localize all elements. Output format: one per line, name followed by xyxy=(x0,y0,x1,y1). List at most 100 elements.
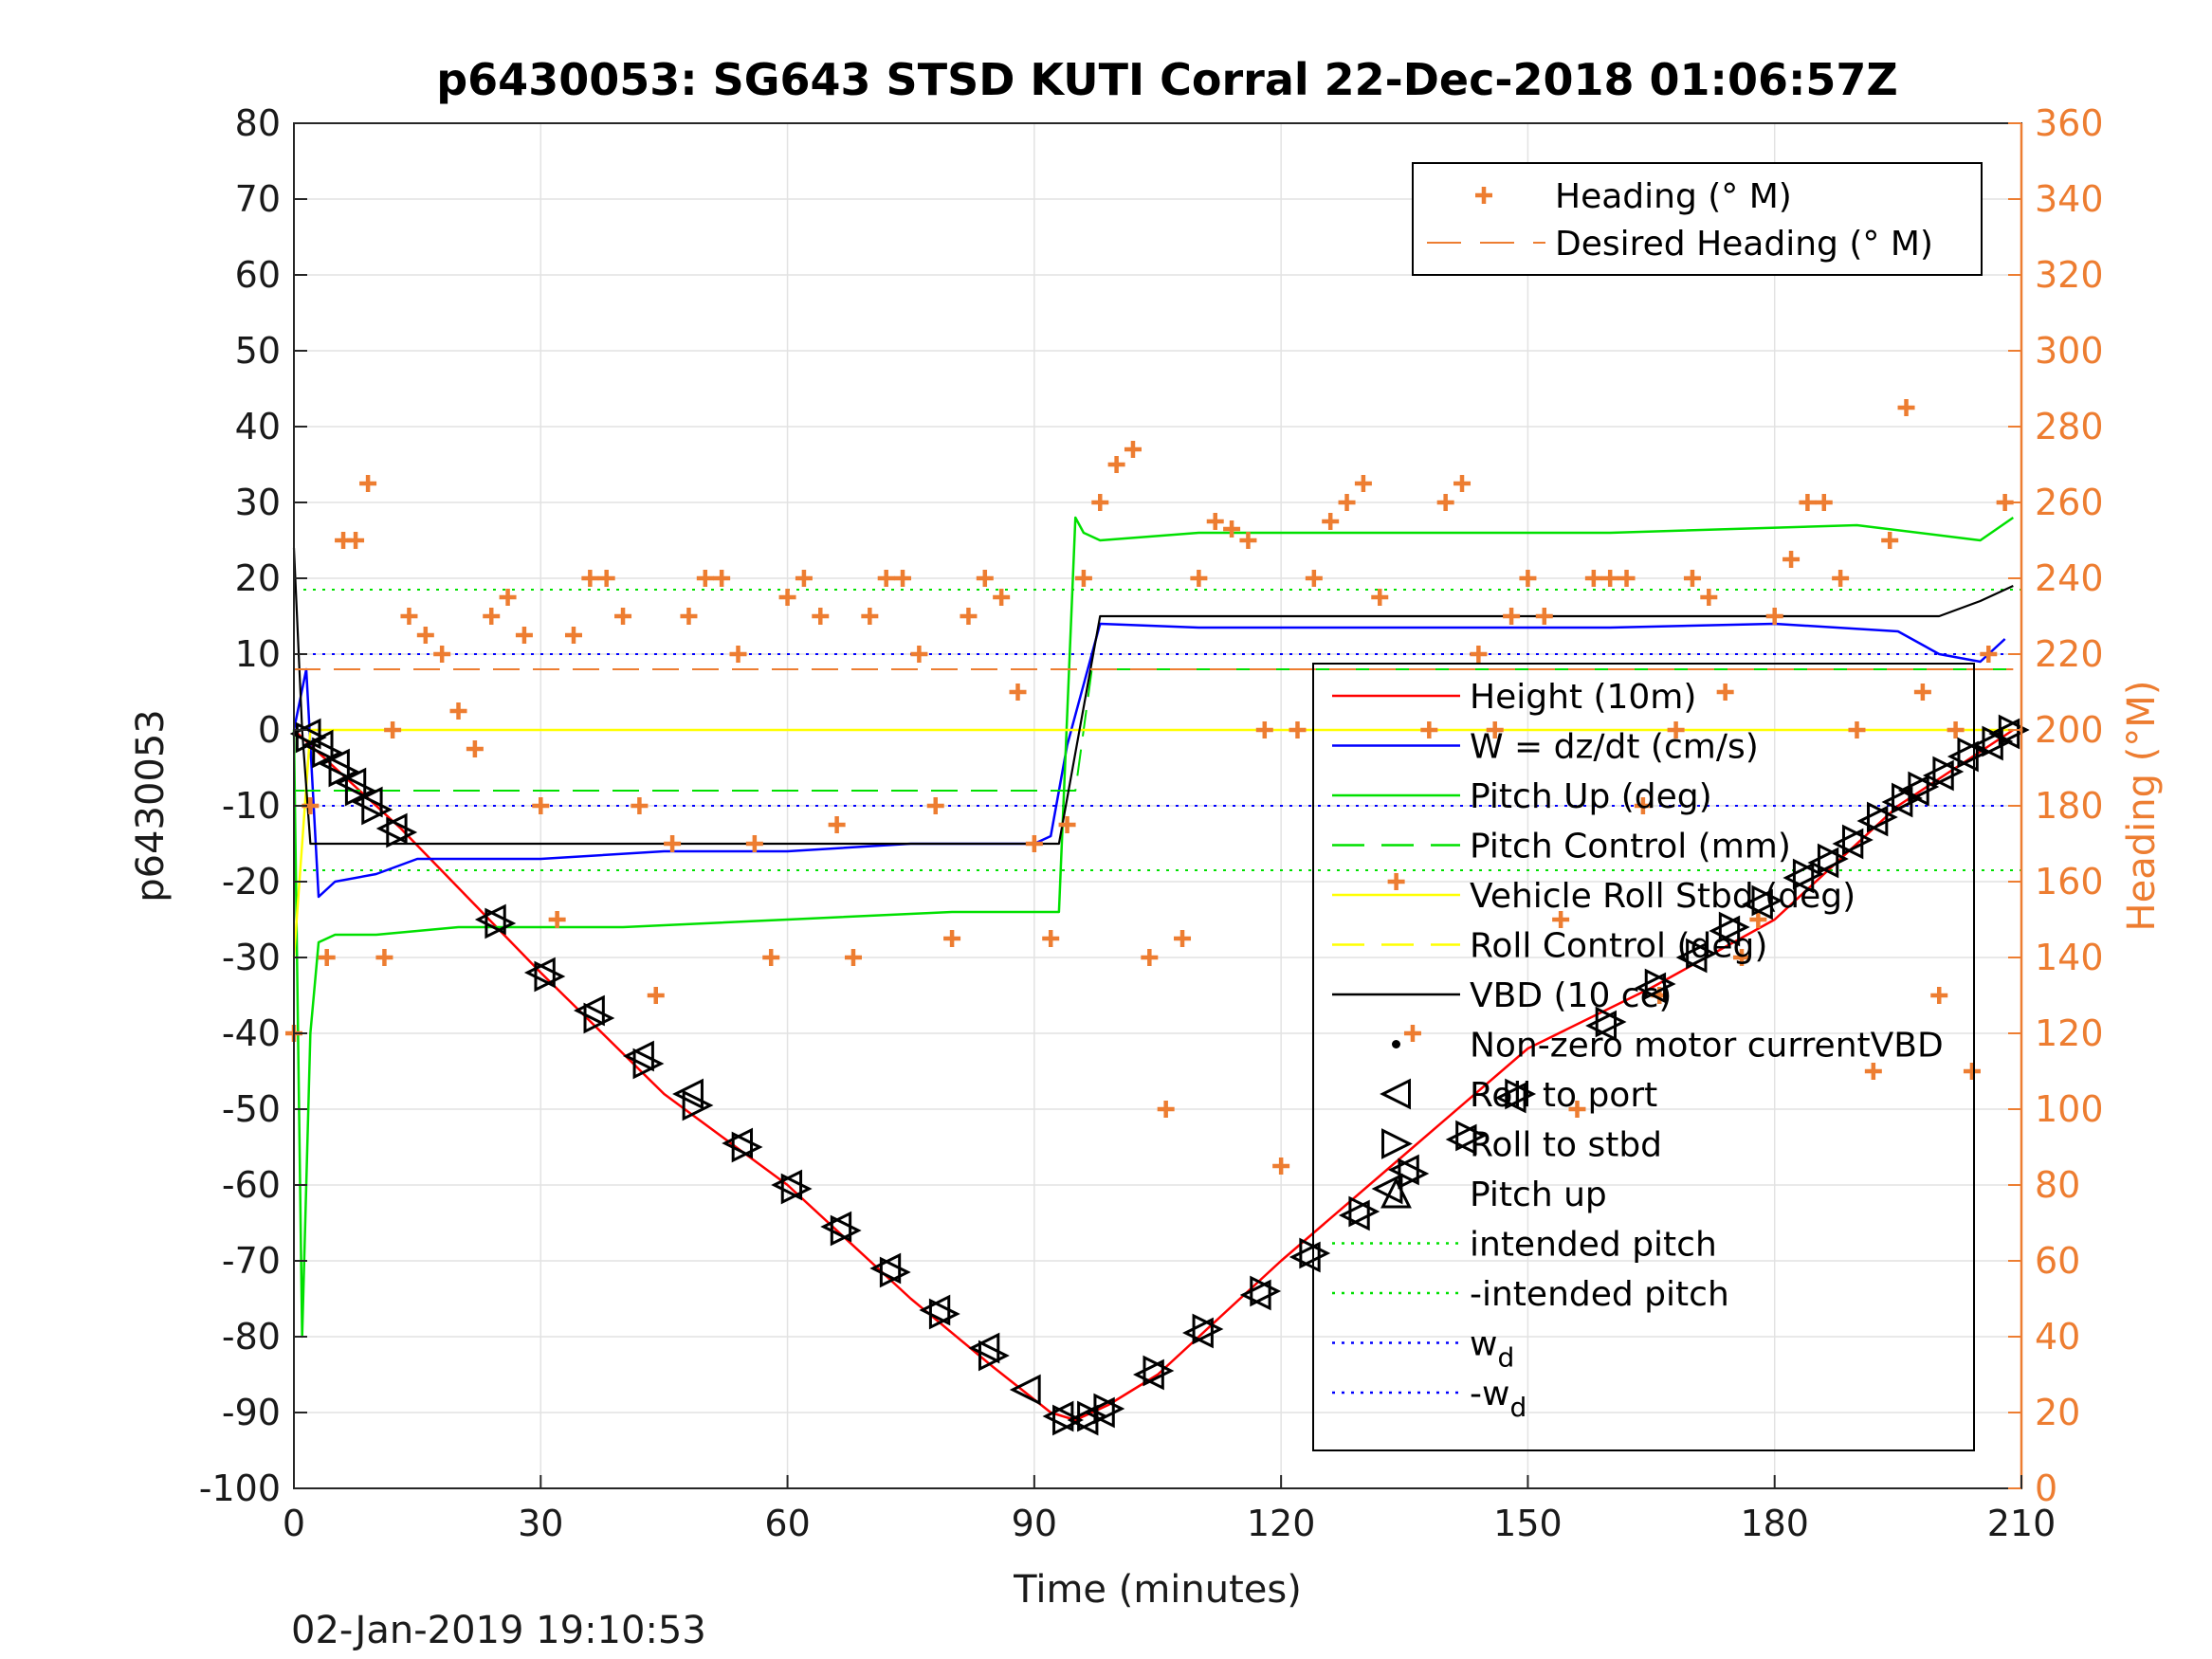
heading-point xyxy=(1930,987,1948,1004)
right-tick-label: 0 xyxy=(2035,1468,2057,1509)
heading-point xyxy=(1042,930,1060,947)
left-tick-label: 20 xyxy=(235,557,281,599)
roll-to-stbd-marker xyxy=(1077,1400,1108,1432)
heading-point xyxy=(1223,520,1241,538)
left-axis-ticks: 80 70 60 50 40 30 20 10 0 -10 -20 -30 -40 -50 -60 -70 -8… xyxy=(199,102,307,1509)
heading-point xyxy=(943,930,961,947)
heading-point xyxy=(729,646,747,663)
left-tick-label: -20 xyxy=(222,861,281,902)
roll-to-stbd-marker xyxy=(1932,756,1965,788)
heading-point xyxy=(1272,1158,1290,1175)
roll-to-stbd-marker xyxy=(1348,1195,1380,1228)
heading-point xyxy=(515,627,533,644)
heading-point xyxy=(1733,949,1751,966)
x-tick-label: 90 xyxy=(1012,1503,1057,1544)
heading-point xyxy=(877,570,895,587)
heading-point xyxy=(828,816,846,833)
heading-point xyxy=(548,911,566,928)
legend-label: Roll to stbd xyxy=(1470,1126,1662,1165)
heading-point xyxy=(1124,441,1142,458)
legend-label: Pitch Up (deg) xyxy=(1470,777,1712,816)
legend-label-text: intended pitch xyxy=(1470,1226,1717,1265)
roll-to-stbd-marker xyxy=(1792,858,1824,890)
legend-label-text: w xyxy=(1470,1325,1497,1364)
right-tick-label: 60 xyxy=(2035,1240,2080,1282)
roll-to-port-marker xyxy=(319,748,350,780)
right-tick-label: 120 xyxy=(2035,1012,2104,1054)
heading-point xyxy=(993,589,1011,606)
roll-to-stbd-marker xyxy=(1595,1006,1627,1038)
roll-to-stbd-marker xyxy=(1982,725,2014,757)
heading-point xyxy=(1683,570,1701,587)
left-tick-label: -30 xyxy=(222,937,281,978)
heading-point xyxy=(1667,721,1685,738)
legend-label: Roll to port xyxy=(1470,1076,1657,1115)
heading-point xyxy=(1947,721,1965,738)
heading-point xyxy=(318,949,336,966)
heading-point xyxy=(1453,475,1472,492)
heading-point xyxy=(359,475,377,492)
roll-to-stbd-marker xyxy=(1192,1313,1224,1345)
heading-point xyxy=(1091,494,1109,511)
roll-to-stbd-marker xyxy=(1718,911,1750,943)
roll-to-stbd-marker xyxy=(1841,824,1874,856)
roll-to-stbd-marker xyxy=(1867,801,1898,833)
heading-point xyxy=(483,608,501,625)
heading-point xyxy=(647,987,665,1004)
heading-point xyxy=(532,797,550,814)
roll-to-stbd-marker xyxy=(1250,1275,1282,1307)
roll-to-stbd-marker xyxy=(1143,1355,1175,1387)
x-tick-label: 60 xyxy=(764,1503,810,1544)
roll-to-stbd-marker xyxy=(830,1214,862,1247)
right-tick-label: 360 xyxy=(2035,102,2104,144)
left-tick-label: -80 xyxy=(222,1316,281,1358)
legend-label: Roll Control (deg) xyxy=(1470,927,1767,966)
heading-point xyxy=(1025,835,1043,852)
heading-point xyxy=(1980,646,1998,663)
roll-to-port-marker xyxy=(289,718,321,750)
left-tick-label: -90 xyxy=(222,1392,281,1433)
legend-label-text: Vehicle Roll Stbd (deg) xyxy=(1470,877,1856,916)
legend-label-text: Non-zero motor currentVBD xyxy=(1470,1027,1944,1066)
left-tick-label: 30 xyxy=(235,482,281,523)
legend-label: Pitch Control (mm) xyxy=(1470,828,1791,866)
right-tick-label: 40 xyxy=(2035,1316,2080,1358)
heading-point xyxy=(713,570,731,587)
legend-symbol xyxy=(1380,1176,1412,1209)
right-axis-ticks: 3603403203002802602402202001801601401201… xyxy=(2008,102,2104,1509)
heading-point xyxy=(1174,930,1192,947)
timestamp-footer: 02-Jan-2019 19:10:53 xyxy=(291,1609,706,1652)
heading-point xyxy=(1190,570,1208,587)
heading-point xyxy=(1354,475,1372,492)
roll-to-stbd-marker xyxy=(295,721,327,754)
heading-point xyxy=(564,627,582,644)
left-tick-label: -60 xyxy=(222,1164,281,1206)
roll-to-stbd-marker xyxy=(780,1173,813,1205)
heading-point xyxy=(1239,532,1257,549)
heading-point xyxy=(812,608,830,625)
right-tick-label: 200 xyxy=(2035,709,2104,751)
heading-point xyxy=(1403,1025,1421,1042)
roll-to-stbd-marker xyxy=(1455,1120,1488,1152)
roll-markers xyxy=(289,714,2030,1436)
x-tick-label: 180 xyxy=(1740,1503,1809,1544)
legend-label: VBD (10 cc) xyxy=(1470,976,1672,1015)
left-tick-label: 80 xyxy=(235,102,281,144)
heading-point xyxy=(1799,494,1817,511)
legend-label-text: Roll to stbd xyxy=(1470,1126,1662,1165)
heading-point xyxy=(1601,570,1619,587)
legend-label: Non-zero motor currentVBD xyxy=(1470,1027,1944,1066)
left-tick-label: 70 xyxy=(235,178,281,220)
roll-to-stbd-marker xyxy=(682,1089,714,1121)
legend-heading-box xyxy=(1412,162,1983,276)
roll-to-stbd-marker xyxy=(1644,968,1676,1000)
left-tick-label: -50 xyxy=(222,1088,281,1130)
heading-point xyxy=(1322,513,1340,530)
heading-point xyxy=(1716,684,1734,701)
legend-label-text: Roll to port xyxy=(1470,1076,1657,1115)
heading-point xyxy=(762,949,780,966)
legend-label-text: Pitch up xyxy=(1470,1176,1607,1214)
legend-label-subscript: d xyxy=(1497,1342,1514,1374)
heading-point xyxy=(614,608,632,625)
chart-title: p6430053: SG643 STSD KUTI Corral 22-Dec-… xyxy=(436,54,1897,105)
